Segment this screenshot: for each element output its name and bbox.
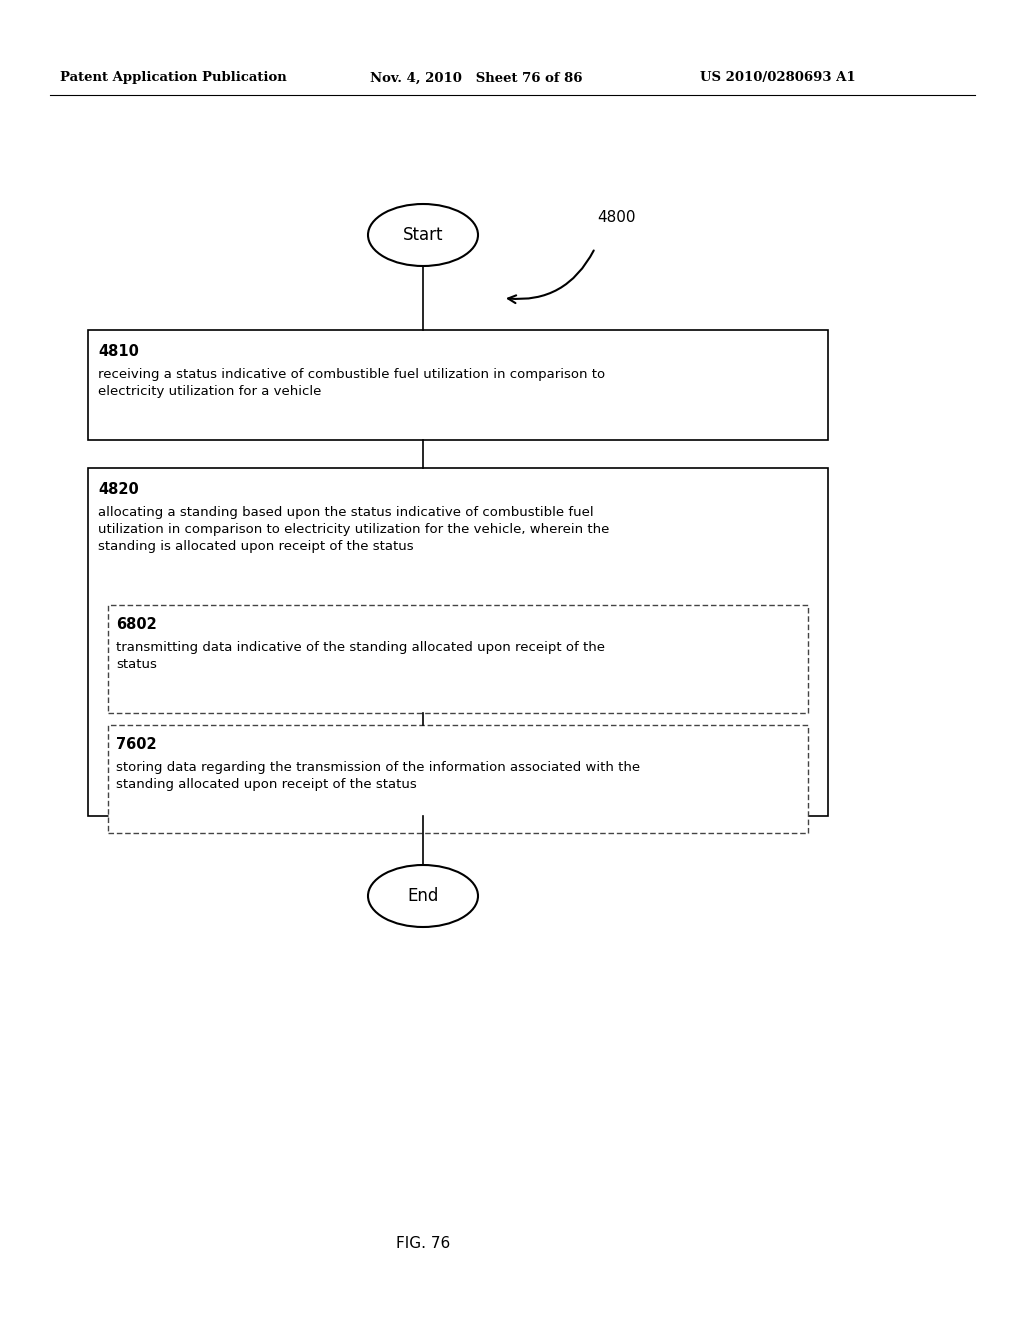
Text: receiving a status indicative of combustible fuel utilization in comparison to
e: receiving a status indicative of combust… — [98, 368, 605, 399]
Bar — [108, 725, 808, 833]
Text: 4800: 4800 — [597, 210, 636, 226]
Text: 4810: 4810 — [98, 345, 139, 359]
Text: Patent Application Publication: Patent Application Publication — [60, 71, 287, 84]
Text: allocating a standing based upon the status indicative of combustible fuel
utili: allocating a standing based upon the sta… — [98, 506, 609, 553]
Text: storing data regarding the transmission of the information associated with the
s: storing data regarding the transmission … — [116, 762, 640, 791]
Text: End: End — [408, 887, 438, 906]
Text: 7602: 7602 — [116, 737, 157, 752]
Text: transmitting data indicative of the standing allocated upon receipt of the
statu: transmitting data indicative of the stan… — [116, 642, 605, 671]
Bar — [88, 330, 828, 440]
Text: US 2010/0280693 A1: US 2010/0280693 A1 — [700, 71, 856, 84]
Text: 6802: 6802 — [116, 616, 157, 632]
Text: FIG. 76: FIG. 76 — [396, 1236, 451, 1250]
Text: Start: Start — [402, 226, 443, 244]
Text: 4820: 4820 — [98, 482, 138, 498]
Text: Nov. 4, 2010   Sheet 76 of 86: Nov. 4, 2010 Sheet 76 of 86 — [370, 71, 583, 84]
FancyArrowPatch shape — [508, 251, 594, 304]
Bar — [88, 469, 828, 816]
Bar — [108, 605, 808, 713]
